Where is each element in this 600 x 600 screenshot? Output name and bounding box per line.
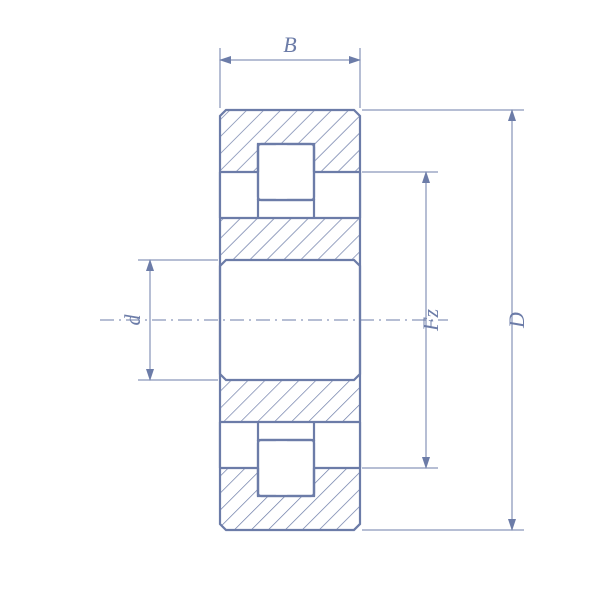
- bearing-cross-section-diagram: B D Fz d: [0, 0, 600, 600]
- dim-label-Fz: Fz: [418, 309, 443, 332]
- dim-label-d: d: [120, 314, 145, 326]
- dim-label-D: D: [504, 312, 529, 329]
- dim-label-B: B: [283, 32, 296, 57]
